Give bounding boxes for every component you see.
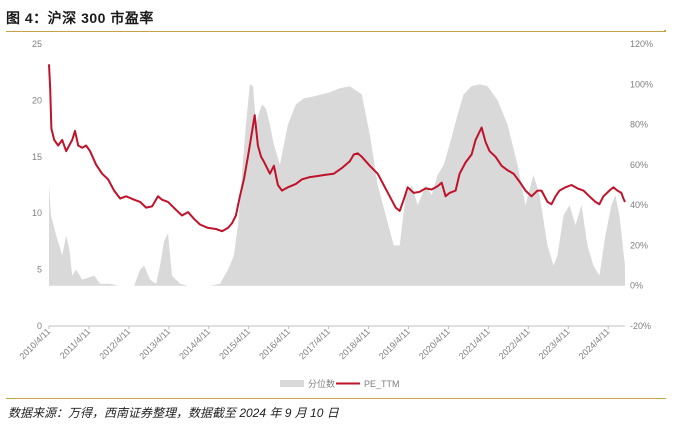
y-right-tick-label: 120% [630, 39, 653, 49]
y-left-tick-label: 15 [32, 152, 42, 162]
legend-label-pe: PE_TTM [364, 379, 400, 389]
x-tick-label: 2023/4/11 [537, 326, 572, 361]
x-tick-label: 2015/4/11 [217, 326, 252, 361]
x-tick-label: 2022/4/11 [497, 326, 532, 361]
x-tick-label: 2013/4/11 [137, 326, 172, 361]
top-rule [6, 31, 666, 32]
x-tick-label: 2020/4/11 [417, 326, 452, 361]
percentile-area [49, 84, 625, 286]
y-right-tick-label: -20% [630, 321, 651, 331]
pe-chart: 0 5 10 15 20 25 -20% 0% 20% 40% 60% 80% 100% 120% 2010… [18, 39, 654, 389]
y-left-tick-label: 20 [32, 95, 42, 105]
top-rule-marker [664, 30, 666, 32]
pe-ttm-line [48, 64, 626, 233]
y-left-tick-label: 10 [32, 208, 42, 218]
x-tick-label: 2019/4/11 [377, 326, 412, 361]
y-right-tick-label: 0% [630, 281, 643, 291]
x-tick-label: 2010/4/11 [18, 326, 53, 361]
x-tick-label: 2014/4/11 [177, 326, 212, 361]
x-tick-label: 2017/4/11 [297, 326, 332, 361]
x-tick-label: 2018/4/11 [337, 326, 372, 361]
y-left-tick-label: 25 [32, 39, 42, 49]
legend-swatch-percentile [280, 380, 304, 387]
x-tick-label: 2024/4/11 [577, 326, 612, 361]
x-tick-label: 2021/4/11 [457, 326, 492, 361]
legend-label-percentile: 分位数 [308, 378, 335, 389]
x-tick-label: 2011/4/11 [58, 326, 92, 360]
chart-title: 图 4：沪深 300 市盈率 [6, 10, 154, 26]
y-right-tick-label: 40% [630, 200, 648, 210]
data-source-note: 数据来源：万得，西南证券整理，数据截至 2024 年 9 月 10 日 [8, 406, 339, 420]
y-right-tick-label: 80% [630, 120, 648, 130]
y-left-tick-label: 0 [37, 321, 42, 331]
y-right-tick-label: 100% [630, 79, 653, 89]
bottom-rule [6, 398, 666, 399]
y-right-tick-label: 60% [630, 160, 648, 170]
x-tick-label: 2012/4/11 [97, 326, 132, 361]
y-right-tick-label: 20% [630, 240, 648, 250]
x-tick-label: 2016/4/11 [257, 326, 292, 361]
y-left-tick-label: 5 [37, 265, 42, 275]
